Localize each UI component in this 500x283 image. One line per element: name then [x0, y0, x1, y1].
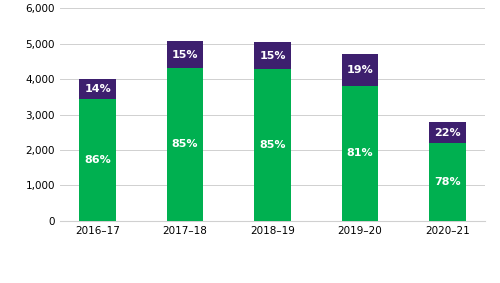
Bar — [80, 99, 116, 221]
Bar — [254, 69, 291, 221]
Text: 19%: 19% — [346, 65, 374, 75]
Bar — [166, 41, 203, 68]
Text: 15%: 15% — [172, 50, 199, 59]
Bar — [429, 122, 466, 143]
Bar — [342, 86, 378, 221]
Bar — [342, 55, 378, 86]
Text: 14%: 14% — [84, 84, 111, 94]
Text: 78%: 78% — [434, 177, 460, 187]
Bar — [166, 68, 203, 221]
Bar — [429, 143, 466, 221]
Bar — [80, 79, 116, 99]
Text: 85%: 85% — [259, 140, 286, 150]
Text: 86%: 86% — [84, 155, 111, 165]
Text: 85%: 85% — [172, 139, 199, 149]
Text: 15%: 15% — [259, 51, 286, 61]
Text: 81%: 81% — [346, 148, 373, 158]
Text: 22%: 22% — [434, 128, 460, 138]
Bar — [254, 42, 291, 69]
